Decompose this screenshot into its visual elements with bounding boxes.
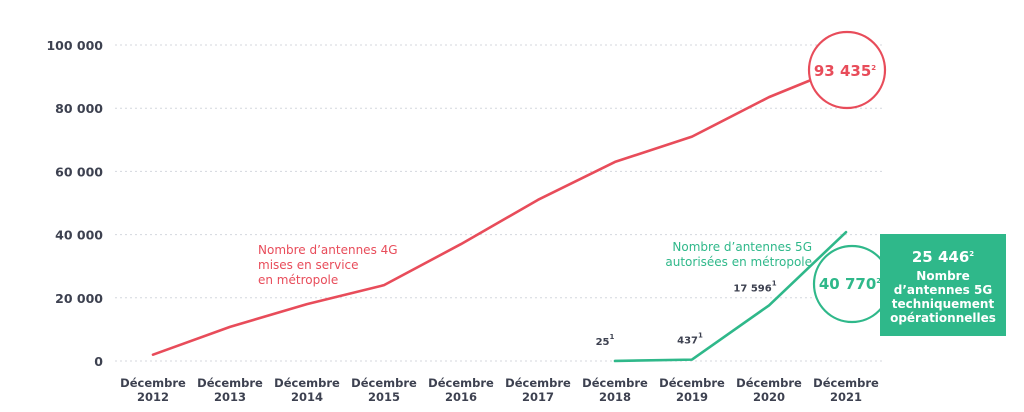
grid-lines bbox=[115, 44, 885, 362]
y-tick-label: 20 000 bbox=[55, 291, 103, 306]
series-label-5g: Nombre d’antennes 5G autorisées en métrop… bbox=[665, 240, 812, 269]
y-tick-label: 0 bbox=[94, 354, 103, 369]
series-lines: Nombre d’antennes 4G mises en service en m… bbox=[151, 64, 848, 363]
callout-box-number: 25 4462 bbox=[912, 248, 974, 266]
callout-4g-value: 93 4352 bbox=[814, 62, 876, 80]
x-tick-label: Décembre 2014 bbox=[274, 376, 340, 404]
point-label: 4371 bbox=[677, 332, 703, 347]
callout-box-text: Nombre d’antennes 5G techniquement opératio… bbox=[890, 269, 996, 325]
x-tick-label: Décembre 2020 bbox=[736, 376, 802, 404]
x-tick-label: Décembre 2017 bbox=[505, 376, 571, 404]
series-line-1 bbox=[613, 230, 848, 363]
data-labels: 251 4371 17 5961 bbox=[596, 279, 777, 348]
x-tick-label: Décembre 2021 bbox=[813, 376, 879, 404]
x-tick-label: Décembre 2012 bbox=[120, 376, 186, 404]
point-label: 251 bbox=[596, 333, 615, 348]
y-tick-label: 100 000 bbox=[46, 38, 103, 53]
x-tick-label: Décembre 2018 bbox=[582, 376, 648, 404]
callout-4g-circle bbox=[807, 30, 887, 110]
y-tick-label: 40 000 bbox=[55, 228, 103, 243]
series-label-4g: Nombre d’antennes 4G mises en service en m… bbox=[258, 243, 398, 287]
x-tick-label: Décembre 2013 bbox=[197, 376, 263, 404]
series-line-0 bbox=[151, 64, 848, 356]
callout-5g-value: 40 7702 bbox=[819, 275, 881, 293]
callout-box bbox=[880, 234, 1006, 336]
x-axis-ticks: Décembre 2012 Décembre 2013 Décembre 2014 Déce… bbox=[120, 376, 879, 404]
x-tick-label: Décembre 2016 bbox=[428, 376, 494, 404]
y-tick-label: 60 000 bbox=[55, 164, 103, 179]
y-tick-label: 80 000 bbox=[55, 101, 103, 116]
y-axis-ticks: 0 20 000 40 000 60 000 80 000 100 000 bbox=[46, 38, 103, 369]
x-tick-label: Décembre 2019 bbox=[659, 376, 725, 404]
point-label: 17 5961 bbox=[733, 279, 776, 294]
callouts: 93 4352 40 7702 25 4462 Nombre d’antennes 5G… bbox=[807, 30, 1006, 336]
x-tick-label: Décembre 2015 bbox=[351, 376, 417, 404]
